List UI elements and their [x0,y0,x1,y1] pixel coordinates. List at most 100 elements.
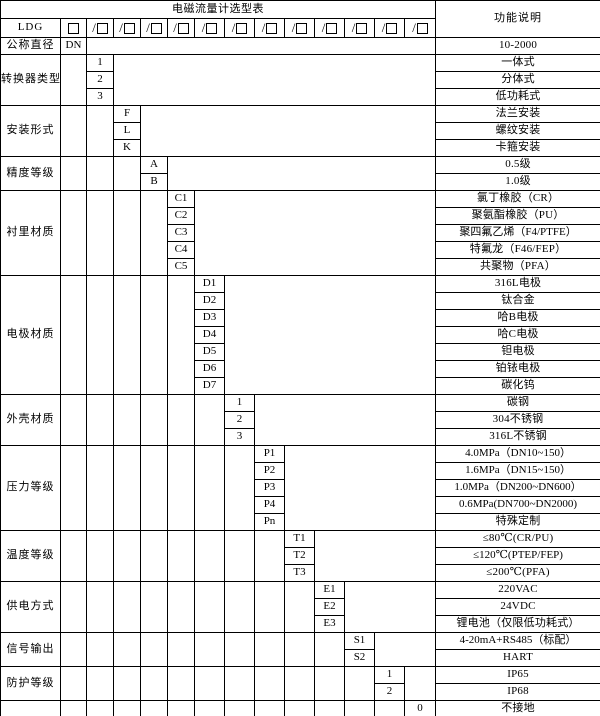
code-cell-F[interactable]: F [113,105,141,123]
code-cell-1[interactable]: 1 [374,666,405,684]
code-cell-D6[interactable]: D6 [194,360,225,378]
code-cell-C5[interactable]: C5 [167,258,195,276]
code-cell-A[interactable]: A [140,156,168,174]
code-cell-3[interactable]: 3 [224,428,255,446]
code-cell-T1[interactable]: T1 [284,530,315,548]
empty-code-box-icon[interactable] [150,22,162,34]
code-box-cell-5[interactable]: / [167,18,195,38]
code-cell-T2[interactable]: T2 [284,547,315,565]
code-cell-D1[interactable]: D1 [194,275,225,293]
code-cell-0[interactable]: 0 [403,700,437,716]
code-cell-3[interactable]: 3 [86,88,114,106]
code-cell-2[interactable]: 2 [86,71,114,89]
empty-code-box-icon[interactable] [416,22,428,34]
code-cell-D3[interactable]: D3 [194,309,225,327]
code-cell-S2[interactable]: S2 [344,649,375,667]
code-cell-C4[interactable]: C4 [167,241,195,259]
empty-code-box-icon[interactable] [386,22,398,34]
code-cell-D7[interactable]: D7 [194,377,225,395]
table-row: 公称直径 DN 10-2000 [0,37,600,55]
code-cell-E2[interactable]: E2 [314,598,345,616]
row-label-12: 防护等级 [0,666,61,701]
code-box-cell-12[interactable]: / [374,18,405,38]
code-cell-DN[interactable]: DN [60,37,87,55]
table-row: P3 1.0MPa（DN200~DN600） [1,479,600,497]
code-cell-E3[interactable]: E3 [314,615,345,633]
spacer-cell [60,700,87,716]
code-box-wrapper: / [316,20,344,37]
table-row: 2 分体式 [1,71,600,89]
empty-code-box-icon[interactable] [326,22,338,34]
code-cell-S1[interactable]: S1 [344,632,375,650]
empty-code-box-icon[interactable] [236,22,248,34]
spacer-cell [86,394,114,446]
spacer-cell [86,275,114,395]
spacer-cell [167,666,195,701]
slash-separator-icon: / [146,19,150,35]
description-cell: 聚四氟乙烯（F4/PTFE） [435,224,600,242]
table-row: 3 316L不锈钢 [1,428,600,446]
empty-code-box-icon[interactable] [266,22,278,34]
row-label-4: 精度等级 [0,156,61,191]
code-box-cell-9[interactable]: / [284,18,315,38]
row-label-10: 供电方式 [0,581,61,633]
code-box-cell-1[interactable] [60,18,87,38]
code-cell-P3[interactable]: P3 [254,479,285,497]
code-cell-Pn[interactable]: Pn [254,513,285,531]
spacer-cell [140,445,168,531]
code-cell-D2[interactable]: D2 [194,292,225,310]
description-cell: 4-20mA+RS485（标配） [435,632,600,650]
code-cell-T3[interactable]: T3 [284,564,315,582]
spacer-cell [167,445,195,531]
code-box-wrapper: / [115,20,140,37]
code-box-cell-3[interactable]: / [113,18,141,38]
description-cell: ≤80℃(CR/PU) [435,530,600,548]
empty-code-box-icon[interactable] [177,22,189,34]
row-label-3: 安装形式 [0,105,61,157]
spacer-cell-right [112,54,437,106]
spacer-cell [60,190,87,276]
slash-separator-icon: / [201,19,206,35]
empty-code-box-icon[interactable] [356,22,368,34]
code-box-cell-2[interactable]: / [86,18,114,38]
code-cell-E1[interactable]: E1 [314,581,345,599]
description-cell: 316L不锈钢 [435,428,600,446]
code-cell-C2[interactable]: C2 [167,207,195,225]
code-cell-D4[interactable]: D4 [194,326,225,344]
empty-code-box-icon[interactable] [296,22,308,34]
code-box-cell-6[interactable]: / [194,18,225,38]
code-box-cell-11[interactable]: / [344,18,375,38]
code-cell-P2[interactable]: P2 [254,462,285,480]
spacer-cell [167,581,195,633]
code-cell-2[interactable]: 2 [224,411,255,429]
code-cell-D5[interactable]: D5 [194,343,225,361]
code-box-cell-8[interactable]: / [254,18,285,38]
code-box-cell-13[interactable]: / [403,18,437,38]
code-cell-B[interactable]: B [140,173,168,191]
empty-code-box-icon[interactable] [206,22,218,34]
code-cell-C3[interactable]: C3 [167,224,195,242]
spacer-cell [344,666,375,701]
empty-code-box-icon[interactable] [68,22,79,34]
code-box-cell-10[interactable]: / [314,18,345,38]
description-cell: 锂电池（仅限低功耗式） [435,615,600,633]
empty-code-box-icon[interactable] [96,22,108,34]
code-cell-1[interactable]: 1 [86,54,114,72]
spacer-cell [140,581,168,633]
code-cell-2[interactable]: 2 [374,683,405,701]
slash-separator-icon: / [351,19,356,35]
code-cell-1[interactable]: 1 [224,394,255,412]
code-cell-L[interactable]: L [113,122,141,140]
table-row: 温度等级 T1 ≤80℃(CR/PU) [0,530,600,582]
spacer-cell [86,581,114,633]
table-row: 信号输出 S1 4-20mA+RS485（标配） [0,632,600,667]
spacer-cell [254,530,285,582]
code-cell-K[interactable]: K [113,139,141,157]
code-cell-P4[interactable]: P4 [254,496,285,514]
spacer-cell [86,105,114,157]
code-box-cell-4[interactable]: / [140,18,168,38]
code-cell-P1[interactable]: P1 [254,445,285,463]
empty-code-box-icon[interactable] [123,22,135,34]
code-box-cell-7[interactable]: / [224,18,255,38]
code-cell-C1[interactable]: C1 [167,190,195,208]
